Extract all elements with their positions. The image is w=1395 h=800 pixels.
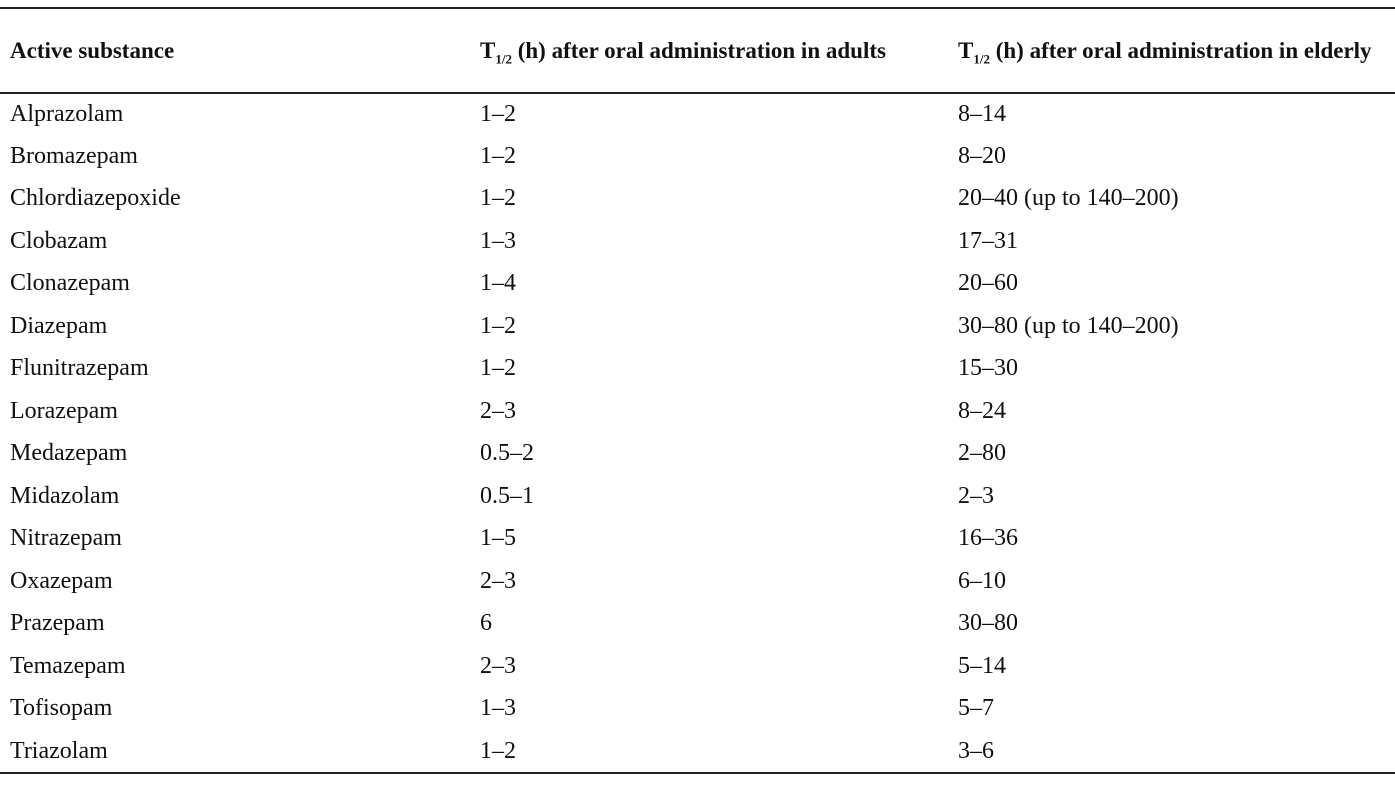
adult-half-life-cell: 1–2 <box>480 142 516 169</box>
elderly-half-life-cell: 15–30 <box>958 355 1018 382</box>
table-row: Temazepam 2–3 5–14 <box>0 645 1395 688</box>
top-rule <box>0 7 1395 9</box>
elderly-half-life-cell: 6–10 <box>958 567 1006 594</box>
elderly-half-life-cell: 2–80 <box>958 440 1006 467</box>
substance-cell: Midazolam <box>10 482 120 509</box>
table-row: Nitrazepam 1–5 16–36 <box>0 517 1395 560</box>
table-row: Prazepam 6 30–80 <box>0 602 1395 645</box>
table-row: Tofisopam 1–3 5–7 <box>0 687 1395 730</box>
substance-cell: Flunitrazepam <box>10 355 149 382</box>
elderly-half-life-cell: 8–14 <box>958 101 1006 128</box>
adult-half-life-cell: 1–2 <box>480 101 516 128</box>
substance-cell: Medazepam <box>10 440 128 467</box>
table-row: Diazepam 1–2 30–80 (up to 140–200) <box>0 305 1395 348</box>
elderly-half-life-cell: 17–31 <box>958 227 1018 254</box>
table-row: Clonazepam 1–4 20–60 <box>0 262 1395 305</box>
adult-half-life-cell: 1–2 <box>480 185 516 212</box>
substance-cell: Chlordiazepoxide <box>10 185 181 212</box>
substance-cell: Clobazam <box>10 227 108 254</box>
substance-cell: Alprazolam <box>10 101 124 128</box>
header-text: (h) after oral administration in adults <box>511 38 886 63</box>
adult-half-life-cell: 1–5 <box>480 525 516 552</box>
table-row: Midazolam 0.5–1 2–3 <box>0 475 1395 518</box>
adult-half-life-cell: 1–2 <box>480 355 516 382</box>
header-half-life-adults: T1/2 (h) after oral administration in ad… <box>470 9 948 92</box>
header-row: Active substance T1/2 (h) after oral adm… <box>0 9 1395 92</box>
table-row: Flunitrazepam 1–2 15–30 <box>0 347 1395 390</box>
elderly-half-life-cell: 8–20 <box>958 142 1006 169</box>
substance-cell: Prazepam <box>10 610 105 637</box>
header-subscript: 1/2 <box>495 51 512 67</box>
header-active-substance: Active substance <box>10 38 175 63</box>
elderly-half-life-cell: 16–36 <box>958 525 1018 552</box>
elderly-half-life-cell: 20–40 (up to 140–200) <box>958 185 1179 212</box>
adult-half-life-cell: 1–3 <box>480 695 516 722</box>
data-table: Active substance T1/2 (h) after oral adm… <box>0 9 1395 772</box>
table-row: Chlordiazepoxide 1–2 20–40 (up to 140–200) <box>0 177 1395 220</box>
substance-cell: Triazolam <box>10 737 108 764</box>
elderly-half-life-cell: 30–80 (up to 140–200) <box>958 312 1179 339</box>
elderly-half-life-cell: 3–6 <box>958 737 994 764</box>
substance-cell: Diazepam <box>10 312 108 339</box>
adult-half-life-cell: 2–3 <box>480 397 516 424</box>
table-row: Clobazam 1–3 17–31 <box>0 220 1395 263</box>
adult-half-life-cell: 2–3 <box>480 567 516 594</box>
adult-half-life-cell: 1–4 <box>480 270 516 297</box>
table-body: Alprazolam 1–2 8–14 Bromazepam 1–2 8–20 Chlord… <box>0 92 1395 772</box>
header-text: (h) after oral administration in elderly <box>989 38 1372 63</box>
substance-cell: Tofisopam <box>10 695 113 722</box>
table-row: Lorazepam 2–3 8–24 <box>0 390 1395 433</box>
header-symbol: T <box>480 38 496 63</box>
substance-cell: Lorazepam <box>10 397 118 424</box>
adult-half-life-cell: 6 <box>480 610 492 637</box>
substance-cell: Oxazepam <box>10 567 113 594</box>
elderly-half-life-cell: 20–60 <box>958 270 1018 297</box>
adult-half-life-cell: 1–2 <box>480 737 516 764</box>
table-header: Active substance T1/2 (h) after oral adm… <box>0 9 1395 92</box>
table-row: Bromazepam 1–2 8–20 <box>0 135 1395 178</box>
adult-half-life-cell: 0.5–2 <box>480 440 534 467</box>
substance-cell: Bromazepam <box>10 142 138 169</box>
substance-cell: Temazepam <box>10 652 126 679</box>
adult-half-life-cell: 0.5–1 <box>480 482 534 509</box>
table-row: Alprazolam 1–2 8–14 <box>0 92 1395 135</box>
table-row: Medazepam 0.5–2 2–80 <box>0 432 1395 475</box>
header-rule <box>0 92 1395 94</box>
elderly-half-life-cell: 2–3 <box>958 482 994 509</box>
bottom-rule <box>0 772 1395 774</box>
substance-cell: Clonazepam <box>10 270 130 297</box>
table-row: Triazolam 1–2 3–6 <box>0 730 1395 773</box>
header-symbol: T <box>958 38 974 63</box>
header-half-life-elderly: T1/2 (h) after oral administration in el… <box>948 9 1395 92</box>
elderly-half-life-cell: 30–80 <box>958 610 1018 637</box>
adult-half-life-cell: 1–3 <box>480 227 516 254</box>
elderly-half-life-cell: 8–24 <box>958 397 1006 424</box>
adult-half-life-cell: 2–3 <box>480 652 516 679</box>
adult-half-life-cell: 1–2 <box>480 312 516 339</box>
table-row: Oxazepam 2–3 6–10 <box>0 560 1395 603</box>
elderly-half-life-cell: 5–14 <box>958 652 1006 679</box>
elderly-half-life-cell: 5–7 <box>958 695 994 722</box>
header-subscript: 1/2 <box>973 51 990 67</box>
substance-cell: Nitrazepam <box>10 525 122 552</box>
